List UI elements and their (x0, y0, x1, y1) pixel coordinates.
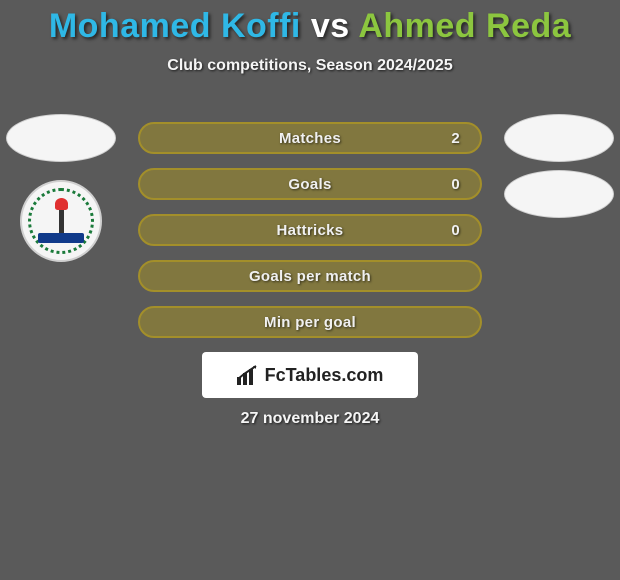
stat-row: Matches2 (138, 122, 482, 154)
stat-label: Min per goal (190, 314, 430, 331)
stat-label: Matches (190, 130, 430, 147)
stat-label: Hattricks (190, 222, 430, 239)
branding-text: FcTables.com (265, 365, 384, 386)
stat-label: Goals per match (190, 268, 430, 285)
player1-name: Mohamed Koffi (49, 7, 301, 45)
chart-icon (237, 365, 259, 385)
torch-icon (59, 208, 64, 234)
stat-row: Min per goal (138, 306, 482, 338)
club-badge-inner (28, 188, 94, 254)
flame-icon (55, 198, 68, 210)
player2-avatar-placeholder-2 (504, 170, 614, 218)
page-title: Mohamed Koffi vs Ahmed Reda (0, 8, 620, 45)
comparison-card: Mohamed Koffi vs Ahmed Reda Club competi… (0, 0, 620, 580)
branding-badge: FcTables.com (202, 352, 418, 398)
stat-value-right: 2 (430, 130, 460, 147)
stat-value-right: 0 (430, 222, 460, 239)
player2-avatar-placeholder-1 (504, 114, 614, 162)
date-line: 27 november 2024 (0, 410, 620, 428)
stat-value-right: 0 (430, 176, 460, 193)
player1-avatar-placeholder (6, 114, 116, 162)
subtitle: Club competitions, Season 2024/2025 (0, 57, 620, 75)
ribbon-icon (38, 233, 84, 243)
club-badge (20, 180, 102, 262)
stat-row: Goals0 (138, 168, 482, 200)
player2-name: Ahmed Reda (358, 7, 571, 45)
stats-list: Matches2Goals0Hattricks0Goals per matchM… (138, 122, 482, 352)
vs-separator: vs (311, 7, 350, 45)
stat-row: Hattricks0 (138, 214, 482, 246)
stat-label: Goals (190, 176, 430, 193)
stat-row: Goals per match (138, 260, 482, 292)
